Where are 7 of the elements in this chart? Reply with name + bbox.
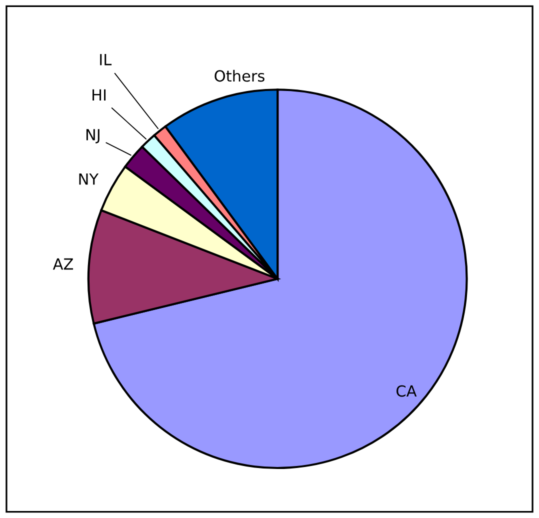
slice-label: Others xyxy=(214,70,264,82)
slice-label: CA xyxy=(396,385,417,397)
slice-label: NY xyxy=(79,173,99,185)
slice-label: NJ xyxy=(86,129,100,144)
slice-label: HI xyxy=(92,89,106,101)
slice-label: IL xyxy=(100,54,112,66)
slice-label: AZ xyxy=(52,258,74,270)
